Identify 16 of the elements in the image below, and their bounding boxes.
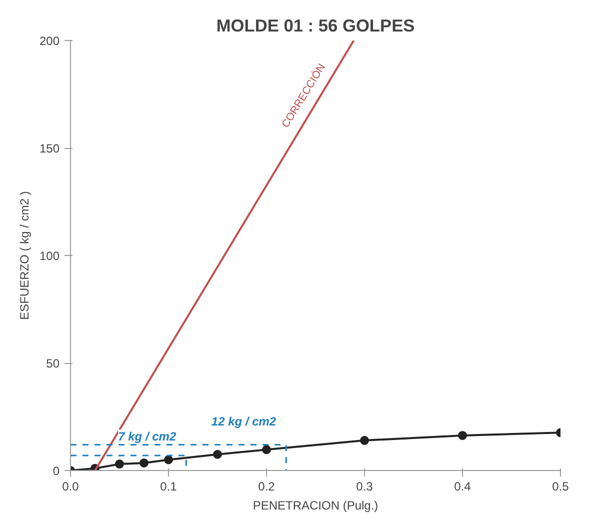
chart-title: MOLDE 01 : 56 GOLPES [216,16,415,36]
x-axis-title: PENETRACION (Pulg.) [252,498,378,512]
y-tick-label: 150 [39,142,60,156]
annotation: 12 kg / cm2 [211,414,276,429]
y-tick-label: 50 [46,356,60,370]
x-tick-label: 0.2 [258,480,276,494]
y-tick-label: 200 [39,34,60,48]
y-axis-title: ESFUERZO ( kg / cm2 ) [17,191,32,320]
y-tick-label: 0 [52,464,60,478]
x-tick-label: 0.1 [160,480,178,494]
annotation: 7 kg / cm2 [118,429,176,444]
x-tick-label: 0.4 [454,480,472,494]
x-tick-label: 0.3 [356,480,374,494]
x-tick-label: 0.5 [552,480,570,494]
y-tick-label: 100 [39,249,60,263]
x-tick-label: 0.0 [62,480,80,494]
